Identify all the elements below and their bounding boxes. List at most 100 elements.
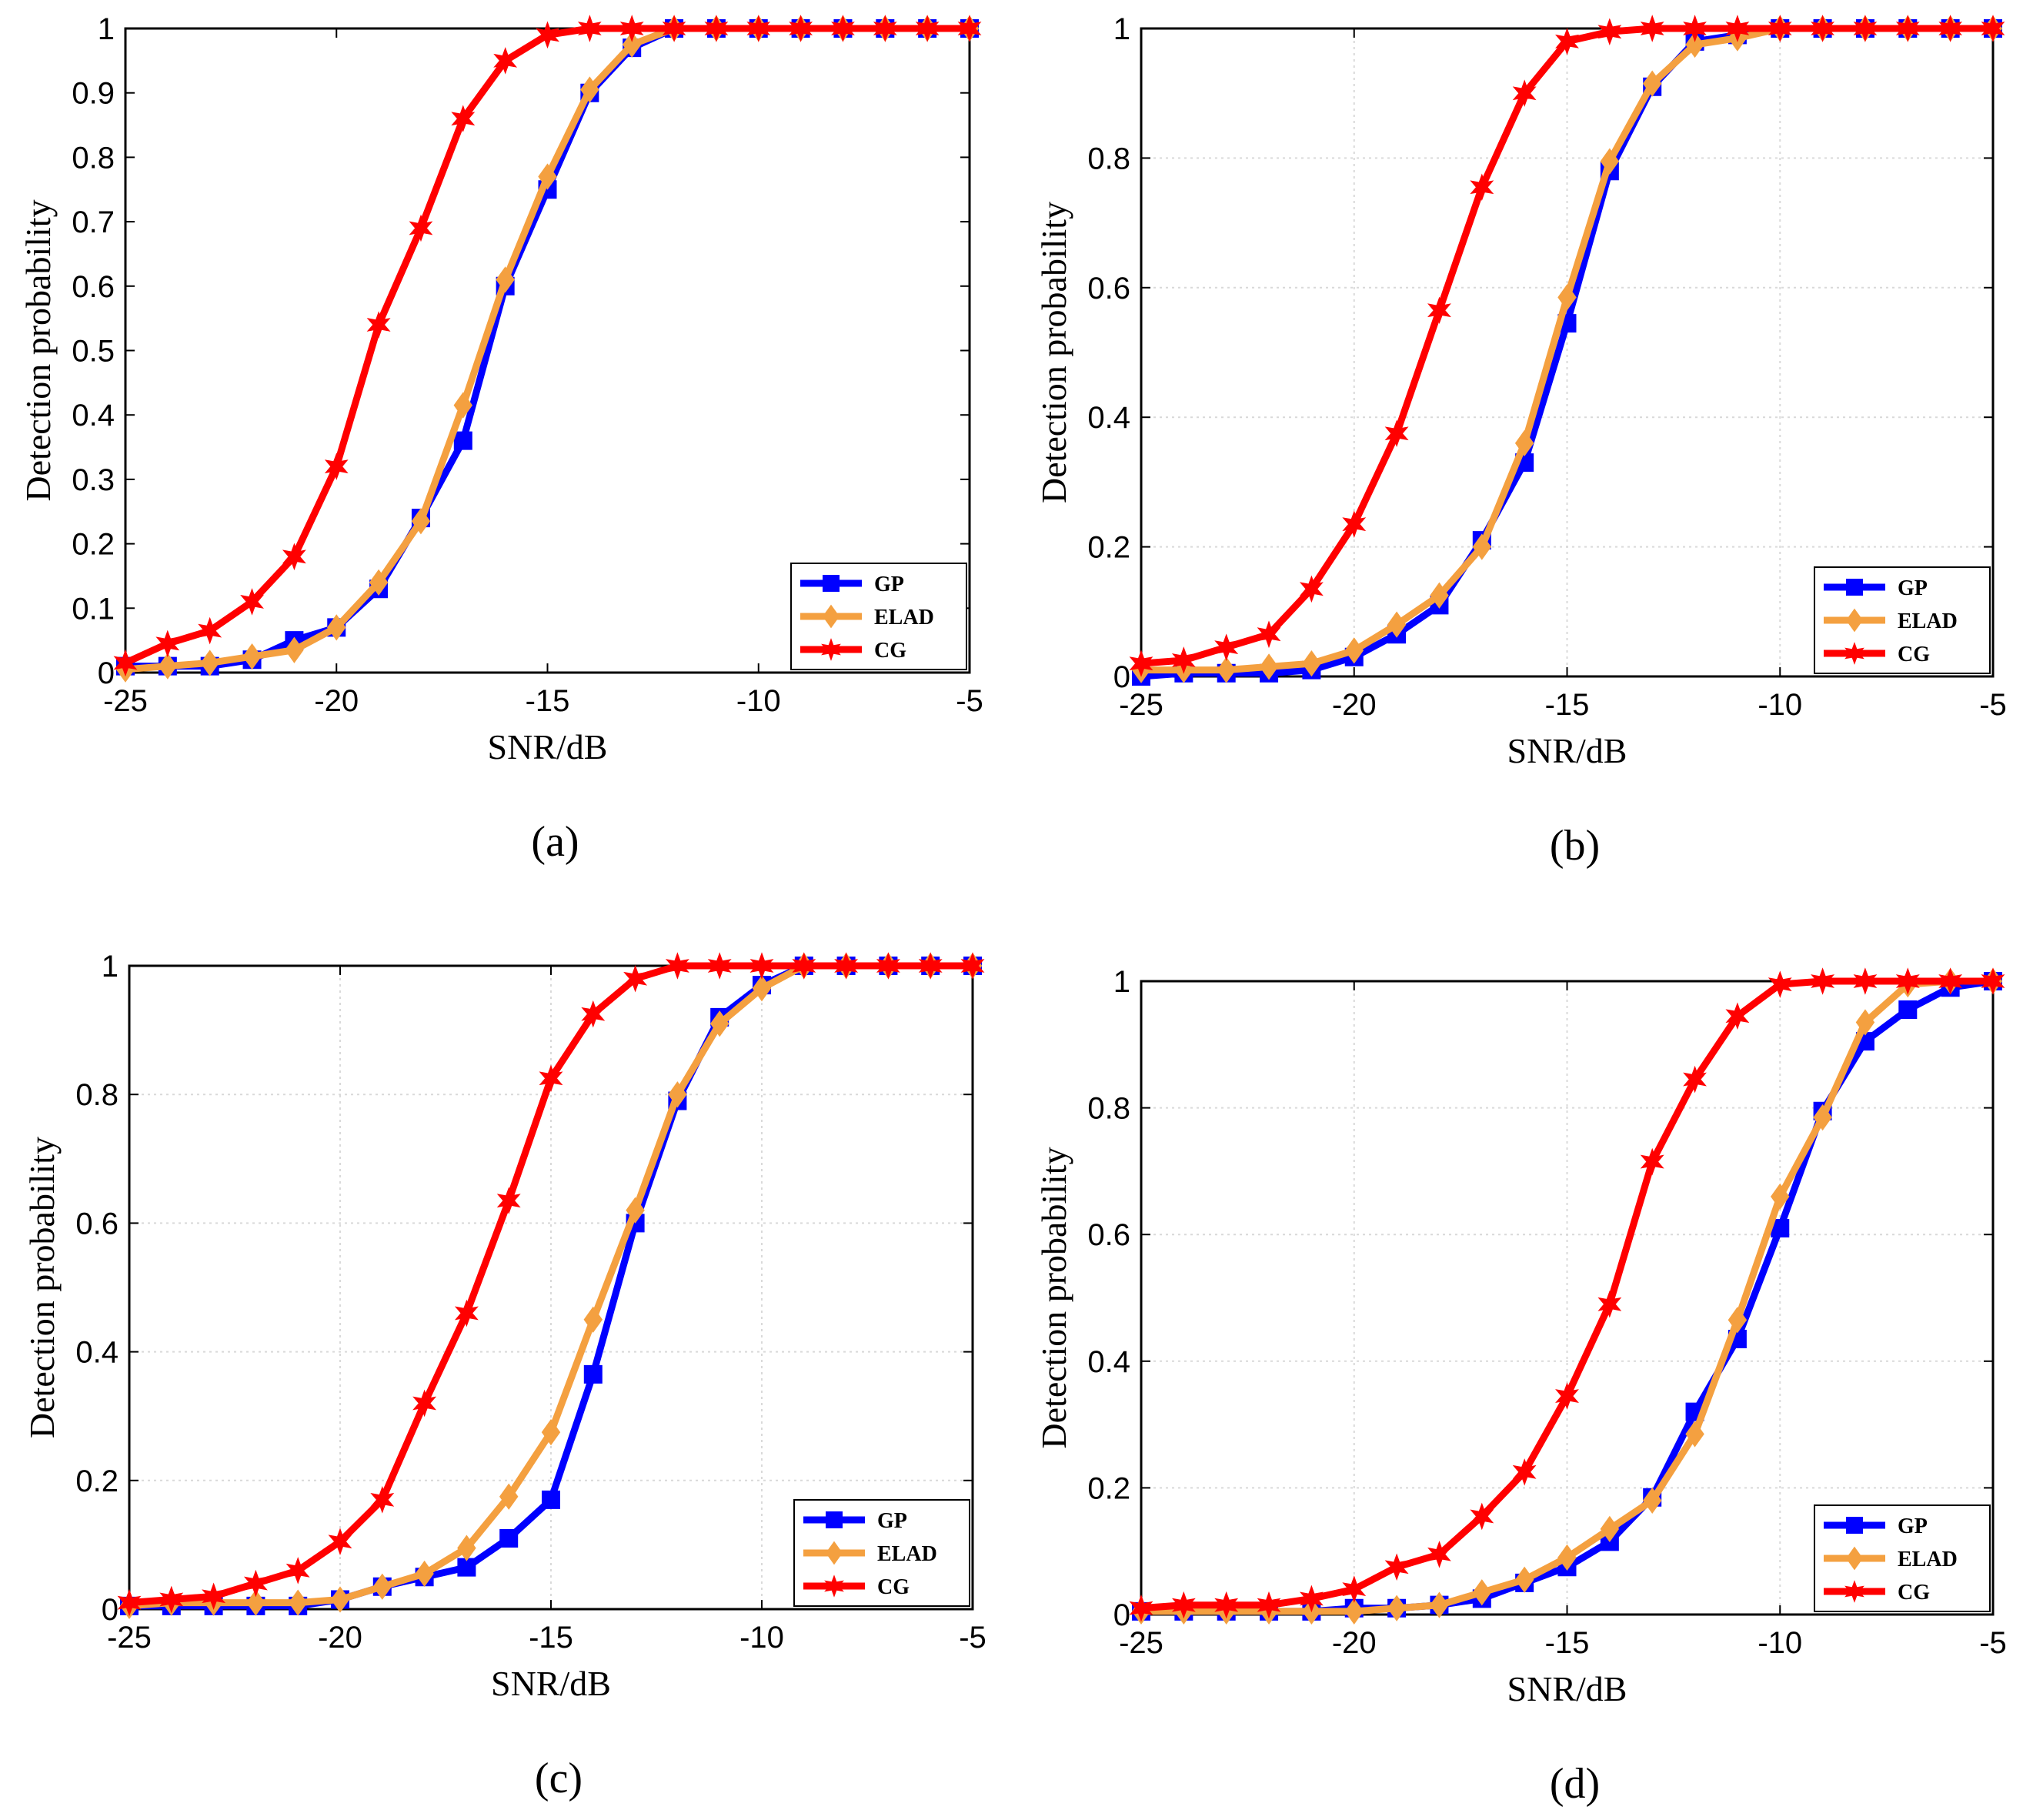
point-marker bbox=[285, 636, 304, 663]
y-axis-label: Detection probability bbox=[18, 199, 58, 501]
point-marker bbox=[328, 1528, 352, 1556]
legend-marker bbox=[824, 1575, 844, 1598]
point-marker bbox=[918, 952, 943, 980]
point-marker bbox=[1555, 28, 1579, 55]
x-tick-label: -25 bbox=[1119, 688, 1163, 722]
point-marker bbox=[665, 952, 689, 980]
point-marker bbox=[1472, 1579, 1492, 1606]
legend-label: ELAD bbox=[877, 1542, 937, 1566]
point-marker bbox=[1342, 510, 1367, 539]
point-marker bbox=[1344, 1598, 1364, 1625]
y-tick-label: 0.7 bbox=[72, 205, 115, 239]
point-marker bbox=[1302, 650, 1321, 677]
point-marker bbox=[873, 15, 897, 42]
point-marker bbox=[202, 1582, 226, 1611]
point-marker bbox=[1685, 1421, 1704, 1448]
point-marker bbox=[1171, 1591, 1196, 1619]
point-marker bbox=[1725, 1002, 1750, 1030]
point-marker bbox=[1214, 633, 1239, 661]
point-marker bbox=[538, 163, 557, 190]
point-marker bbox=[1299, 1585, 1324, 1613]
legend-label: CG bbox=[874, 639, 906, 663]
panel-caption: (a) bbox=[531, 818, 579, 866]
x-tick-label: -20 bbox=[1332, 688, 1377, 722]
legend-marker bbox=[826, 1511, 843, 1528]
point-marker bbox=[1430, 582, 1449, 609]
point-marker bbox=[707, 952, 732, 980]
point-marker bbox=[792, 952, 816, 980]
point-marker bbox=[113, 649, 138, 677]
point-marker bbox=[1938, 15, 1963, 42]
point-marker bbox=[1640, 1147, 1664, 1176]
x-tick-label: -5 bbox=[959, 1621, 986, 1655]
point-marker bbox=[246, 1589, 265, 1616]
point-marker bbox=[577, 15, 602, 42]
point-marker bbox=[409, 214, 433, 242]
x-tick-label: -5 bbox=[956, 684, 983, 718]
point-marker bbox=[1217, 656, 1236, 683]
y-tick-label: 0 bbox=[98, 656, 115, 690]
point-marker bbox=[453, 392, 473, 419]
point-marker bbox=[1597, 18, 1622, 46]
y-tick-label: 0.4 bbox=[75, 1336, 119, 1370]
point-marker bbox=[282, 543, 306, 571]
y-tick-label: 0.2 bbox=[72, 528, 115, 562]
point-marker bbox=[1600, 1515, 1620, 1543]
point-marker bbox=[496, 1187, 521, 1214]
point-marker bbox=[1171, 646, 1196, 674]
point-marker bbox=[1938, 967, 1963, 995]
legend-marker bbox=[1846, 608, 1863, 633]
x-tick-label: -10 bbox=[739, 1621, 784, 1655]
panel-caption: (c) bbox=[535, 1755, 583, 1802]
y-tick-label: 0.3 bbox=[72, 463, 115, 497]
point-marker bbox=[457, 1534, 476, 1561]
point-marker bbox=[622, 31, 642, 58]
point-marker bbox=[668, 1081, 687, 1108]
y-tick-label: 0 bbox=[1113, 660, 1130, 694]
y-tick-label: 0.8 bbox=[1087, 142, 1130, 175]
x-tick-label: -20 bbox=[314, 684, 359, 718]
y-tick-label: 0.6 bbox=[1087, 272, 1130, 306]
y-tick-label: 0.4 bbox=[1087, 1345, 1130, 1379]
y-tick-label: 1 bbox=[1113, 12, 1130, 46]
point-marker bbox=[1811, 967, 1835, 995]
point-marker bbox=[619, 15, 644, 42]
x-axis-label: SNR/dB bbox=[488, 727, 608, 766]
point-marker bbox=[1470, 1502, 1494, 1531]
point-marker bbox=[285, 1557, 310, 1585]
point-marker bbox=[159, 1585, 184, 1614]
point-marker bbox=[626, 1197, 645, 1224]
point-marker bbox=[1725, 15, 1750, 42]
point-marker bbox=[583, 1306, 603, 1333]
point-marker bbox=[1299, 575, 1324, 603]
point-marker bbox=[499, 1483, 519, 1510]
point-marker bbox=[623, 964, 648, 993]
x-axis-label: SNR/dB bbox=[1507, 1669, 1627, 1708]
point-marker bbox=[1683, 15, 1707, 42]
point-marker bbox=[1640, 15, 1664, 42]
point-marker bbox=[158, 653, 178, 680]
panel-caption: (d) bbox=[1550, 1760, 1600, 1808]
point-marker bbox=[1514, 1566, 1534, 1593]
point-marker bbox=[1597, 1291, 1622, 1318]
point-marker bbox=[1344, 637, 1364, 664]
point-marker bbox=[915, 15, 940, 42]
point-marker bbox=[1813, 1104, 1832, 1131]
legend-label: GP bbox=[1898, 576, 1928, 600]
x-tick-label: -15 bbox=[1545, 688, 1590, 722]
y-tick-label: 0.6 bbox=[72, 270, 115, 304]
point-marker bbox=[1811, 15, 1835, 42]
point-marker bbox=[957, 15, 982, 42]
y-axis-label: Detection probability bbox=[1034, 202, 1073, 503]
point-marker bbox=[457, 1558, 476, 1577]
point-marker bbox=[1895, 15, 1920, 42]
y-tick-label: 1 bbox=[98, 12, 115, 46]
y-tick-label: 1 bbox=[1113, 965, 1130, 999]
point-marker bbox=[960, 952, 985, 980]
point-marker bbox=[411, 508, 431, 535]
y-tick-label: 0 bbox=[1113, 1598, 1130, 1632]
point-marker bbox=[542, 1490, 560, 1509]
legend-label: CG bbox=[1898, 1581, 1930, 1605]
point-marker bbox=[1512, 1458, 1537, 1486]
legend-marker bbox=[1846, 1546, 1863, 1571]
